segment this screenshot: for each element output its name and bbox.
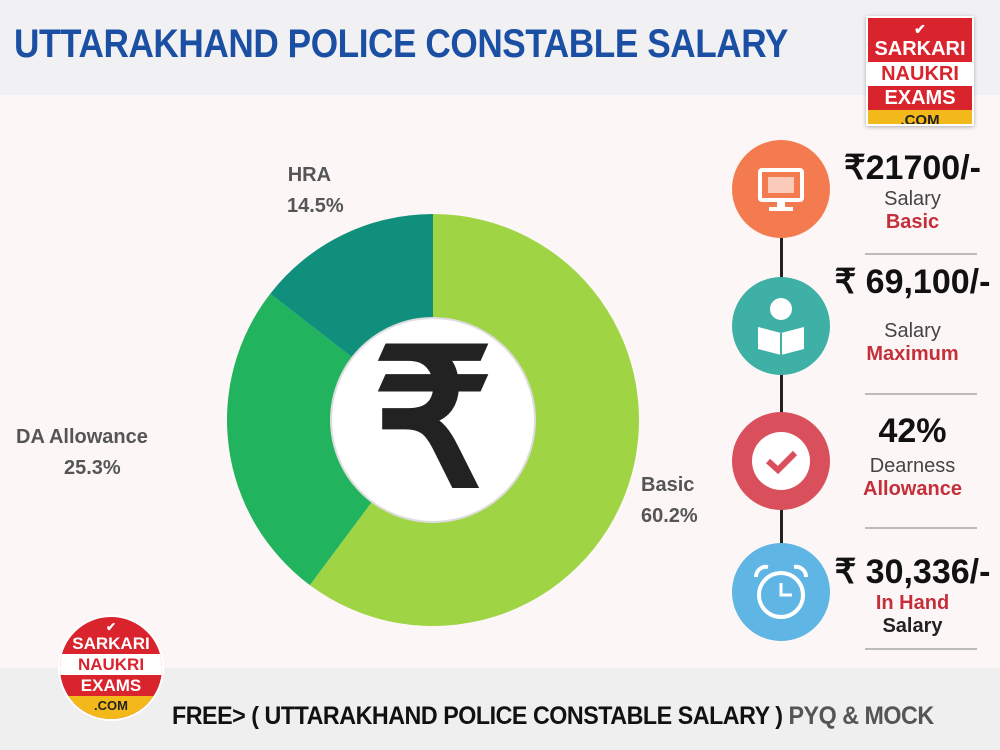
footer-main-text: FREE> ( UTTARAKHAND POLICE CONSTABLE SAL…	[172, 702, 783, 730]
check-icon: ✔	[105, 620, 117, 634]
logo-text: NAUKRI	[868, 62, 972, 86]
basic-salary-item: ₹21700/- Salary Basic	[844, 149, 981, 233]
slice-label-hra: HRA 14.5%	[287, 164, 344, 217]
header-band	[0, 0, 1000, 95]
logo-text: EXAMS	[884, 87, 956, 109]
alarm-clock-icon	[732, 543, 830, 641]
footer-tail-text: PYQ & MOCK	[782, 702, 934, 730]
logo-text: SARKARI	[72, 634, 150, 653]
divider	[865, 253, 977, 255]
timeline-line	[780, 190, 783, 590]
divider	[865, 393, 977, 395]
salary-summary: ₹21700/- Salary Basic ₹ 69,100/- Salary Maxi…	[730, 140, 1000, 660]
check-icon: ✔	[914, 21, 926, 37]
page-title: UTTARAKHAND POLICE CONSTABLE SALARY	[14, 22, 788, 66]
reader-icon	[732, 277, 830, 375]
monitor-icon	[732, 140, 830, 238]
divider	[865, 648, 977, 650]
dearness-allowance-item: 42% Dearness Allowance	[863, 412, 962, 500]
footer-band	[0, 668, 1000, 750]
logo-text: .COM	[868, 110, 972, 124]
brand-logo[interactable]: ✔ SARKARI NAUKRI EXAMS .COM	[866, 16, 974, 126]
logo-text: NAUKRI	[60, 654, 162, 675]
slice-label-basic: Basic 60.2%	[641, 474, 698, 527]
in-hand-salary-item: ₹ 30,336/- In Hand Salary	[834, 553, 991, 637]
slice-label-da: DA Allowance 25.3%	[16, 426, 148, 479]
maximum-salary-item: ₹ 69,100/- Salary Maximum	[834, 263, 991, 365]
donut-center	[330, 317, 536, 523]
slice-da-allowance	[227, 293, 433, 586]
brand-logo-round[interactable]: ✔ SARKARI NAUKRI EXAMS .COM	[58, 615, 164, 721]
divider	[865, 527, 977, 529]
rupee-icon: ₹	[373, 314, 494, 526]
logo-text: EXAMS	[80, 676, 142, 695]
check-icon	[732, 412, 830, 510]
logo-text: SARKARI	[874, 38, 966, 60]
footer-link[interactable]: FREE> ( UTTARAKHAND POLICE CONSTABLE SAL…	[172, 702, 934, 731]
